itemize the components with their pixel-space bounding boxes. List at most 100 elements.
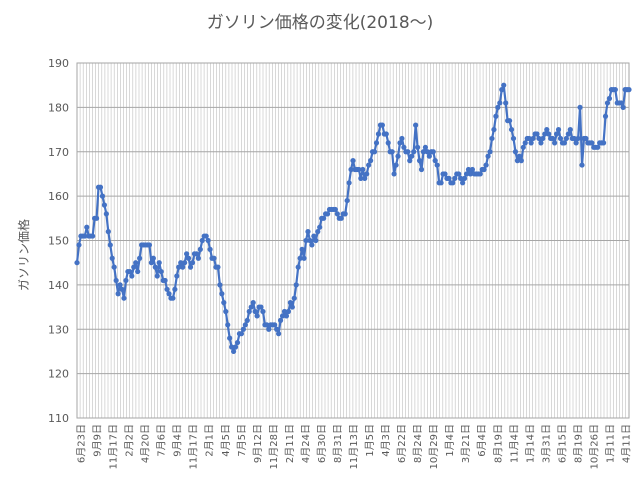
data-point [152,264,158,270]
data-point [182,260,188,266]
data-point [305,229,311,235]
x-tick-label: 4月11日 [621,424,633,463]
x-tick-label: 6月4日 [476,424,488,457]
data-point [618,100,624,106]
data-point [324,211,331,217]
x-tick-label: 6月15日 [556,424,568,463]
data-point [109,255,115,261]
data-point [409,153,415,159]
data-point [442,171,448,177]
data-point [242,322,248,328]
data-point [540,135,546,142]
data-point [289,304,295,310]
data-point [299,246,305,252]
x-tick-label: 2月11日 [284,424,296,463]
x-tick-label: 8月31日 [332,424,344,463]
data-point [567,126,573,133]
data-point [350,158,356,164]
data-point [553,131,560,137]
data-point [193,251,200,257]
x-tick-label: 6月22日 [396,424,408,463]
data-point [602,113,609,119]
data-point [227,335,233,341]
x-tick-label: 4月3日 [380,424,392,457]
x-tick-label: 10月26日 [588,424,600,469]
data-point [176,264,182,270]
data-point [238,331,245,337]
data-point [364,171,370,177]
data-point [334,211,340,217]
data-point [432,158,438,164]
data-point [626,87,632,93]
data-point [178,260,184,266]
data-point [74,260,80,266]
data-point [281,308,288,315]
data-point [414,144,421,150]
x-tick-label: 8月19日 [492,424,504,463]
data-point [506,118,513,124]
data-point [356,166,362,173]
data-point [483,162,489,168]
x-tick-label: 7月5日 [236,424,248,457]
data-point [522,140,528,146]
data-point [575,135,581,142]
data-point [283,313,290,319]
data-point [172,286,178,292]
data-point [199,237,205,244]
data-point [552,140,558,146]
data-point [555,126,562,133]
data-point [90,233,96,239]
x-tick-label: 8月19日 [572,424,584,463]
data-point [207,246,213,252]
data-point [338,215,344,221]
data-point [379,122,385,128]
data-point [362,175,368,181]
x-tick-label: 2月2日 [124,424,136,457]
data-point [430,149,436,155]
x-tick-label: 1月5日 [364,424,376,457]
x-axis-ticks: 6月23日 9月9日 11月17日 2月2日 4月20日 7月6日 9月4日 11月17日 2月… [76,424,633,469]
data-point [135,268,141,275]
x-tick-label: 11月4日 [508,424,520,463]
data-point [385,140,391,146]
data-point [579,162,585,168]
major-grid [76,62,630,419]
y-axis-ticks: 110 120 130 140 150 160 170 180 190 [48,57,69,425]
data-point [534,131,540,137]
data-point [232,344,239,350]
chart-title: ガソリン価格の変化(2018～) [206,13,434,33]
data-point [487,149,493,155]
data-point [162,277,168,284]
data-point [512,149,519,155]
data-point [573,140,579,146]
data-point [211,255,217,261]
data-point [450,180,456,186]
data-point [491,126,497,133]
y-tick-label: 140 [48,279,69,292]
data-point [307,237,313,244]
data-point [203,233,209,239]
data-point [285,308,292,315]
data-point [205,237,211,244]
data-point [119,286,125,292]
data-point [530,135,536,142]
data-point [254,313,260,319]
x-tick-label: 11月13日 [348,424,360,469]
y-axis-label: ガソリン価格 [16,219,31,291]
data-point [313,237,319,244]
data-point [348,166,354,173]
x-tick-label: 11月17日 [188,424,200,469]
x-tick-label: 11月28日 [268,424,280,469]
data-point [154,273,160,279]
data-point [291,295,297,301]
data-point [219,291,225,297]
data-point [197,246,203,252]
x-tick-label: 1月4日 [444,424,456,457]
data-point [146,242,153,248]
data-point [424,149,430,155]
x-tick-label: 2月1日 [204,424,216,457]
data-point [589,140,595,146]
data-point [129,273,135,279]
data-point [240,326,246,332]
data-point [526,135,532,142]
